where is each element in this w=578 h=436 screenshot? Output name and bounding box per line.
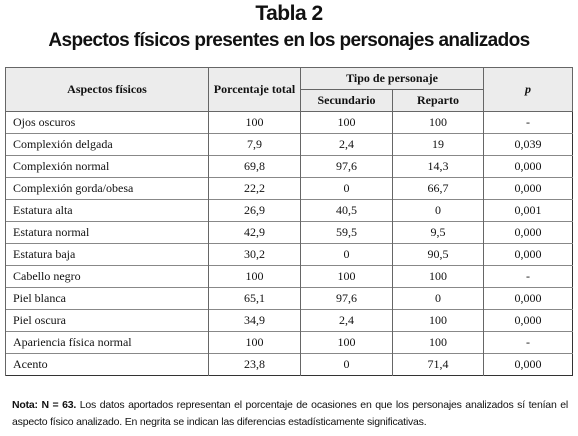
table-cell: 100	[391, 265, 484, 288]
table-cell: 23,8	[208, 353, 301, 376]
table-cell: 2,4	[300, 133, 393, 156]
table-cell: 100	[208, 111, 301, 134]
table-cell: 0,000	[483, 243, 573, 266]
table-row: Piel oscura 34,9 2,4 100 0,000	[5, 309, 573, 332]
table-cell: 0,000	[483, 309, 573, 332]
table-cell: 0,039	[483, 133, 573, 156]
table-cell: 100	[300, 331, 393, 354]
table-cell: 42,9	[208, 221, 301, 244]
subtitle: Aspectos físicos presentes en los person…	[48, 30, 530, 51]
table-cell: 26,9	[208, 199, 301, 222]
table-cell: 14,3	[391, 155, 484, 178]
table-cell: 0	[300, 243, 393, 266]
table-row: Estatura normal 42,9 59,5 9,5 0,000	[5, 221, 573, 244]
column-header: Porcentaje total	[208, 67, 301, 112]
table-cell: 0	[300, 353, 393, 376]
table-cell: 9,5	[391, 221, 484, 244]
column-header: p	[483, 67, 574, 112]
table-cell: 59,5	[300, 221, 393, 244]
table-cell: 71,4	[391, 353, 484, 376]
table-cell: 97,6	[300, 287, 393, 310]
table-cell: 19	[391, 133, 484, 156]
table-cell: 69,8	[208, 155, 301, 178]
subcolumn-header: Reparto	[391, 89, 485, 112]
note-text: Los datos aportados representan el porce…	[12, 399, 569, 428]
table-cell: 65,1	[208, 287, 301, 310]
table-cell: 34,9	[208, 309, 301, 332]
note-label: Nota: N = 63.	[12, 399, 77, 411]
table-row: Piel blanca 65,1 97,6 0 0,000	[5, 287, 573, 310]
column-header: Aspectos físicos	[5, 67, 209, 112]
title: Tabla 2	[255, 2, 323, 25]
column-header: Tipo de personaje	[299, 67, 485, 90]
table-cell: 2,4	[300, 309, 393, 332]
table-cell: 0,000	[483, 177, 573, 200]
table-cell: 97,6	[300, 155, 393, 178]
table-cell: Complexión normal	[5, 155, 209, 178]
table-cell: 0	[391, 287, 484, 310]
table-cell: Complexión gorda/obesa	[5, 177, 209, 200]
table-cell: 66,7	[391, 177, 484, 200]
table-cell: Ojos oscuros	[5, 111, 209, 134]
table-row: Complexión gorda/obesa 22,2 0 66,7 0,000	[5, 177, 573, 200]
table-cell: 100	[391, 309, 484, 332]
table-cell: 30,2	[208, 243, 301, 266]
table-cell: 0,000	[483, 155, 573, 178]
table-row: Cabello negro 100 100 100-	[5, 265, 573, 288]
table-cell: Estatura baja	[5, 243, 209, 266]
note: Nota: N = 63. Los datos aportados repres…	[12, 397, 568, 431]
table-row: Estatura baja 30,2 0 90,5 0,000	[5, 243, 573, 266]
table-cell: 0,000	[483, 221, 573, 244]
table-cell: -	[483, 111, 573, 134]
table-cell: Acento	[5, 353, 209, 376]
table-cell: Cabello negro	[5, 265, 209, 288]
table-cell: Apariencia física normal	[5, 331, 209, 354]
table-cell: 0,001	[483, 199, 573, 222]
data-table: Aspectos físicos Porcentaje total Tipo d…	[5, 67, 574, 376]
table-cell: -	[483, 265, 573, 288]
table-cell: 100	[300, 265, 393, 288]
table-cell: 22,2	[208, 177, 301, 200]
table-cell: 100	[391, 331, 484, 354]
table-row: Complexión normal 69,8 97,6 14,3 0,000	[5, 155, 573, 178]
table-cell: -	[483, 331, 573, 354]
table-cell: Piel blanca	[5, 287, 209, 310]
table-row: Complexión delgada 7,9 2,4 19 0,039	[5, 133, 573, 156]
table-row: Acento 23,8 0 71,4 0,000	[5, 353, 573, 376]
table-body: Ojos oscuros 100 100 100- Complexión delgada…	[5, 111, 573, 376]
table-cell: 0	[391, 199, 484, 222]
table-cell: Piel oscura	[5, 309, 209, 332]
table-cell: Complexión delgada	[5, 133, 209, 156]
table-row: Apariencia física normal 100 100 100-	[5, 331, 573, 354]
subcolumn-header: Secundario	[300, 89, 393, 112]
table-cell: 100	[208, 265, 301, 288]
table-row: Estatura alta 26,9 40,5 0 0,001	[5, 199, 573, 222]
table-cell: 100	[391, 111, 484, 134]
table-cell: 100	[300, 111, 393, 134]
table-cell: Estatura normal	[5, 221, 209, 244]
table-cell: Estatura alta	[5, 199, 209, 222]
table-row: Ojos oscuros 100 100 100-	[5, 111, 573, 134]
table-cell: 0,000	[483, 353, 573, 376]
table-cell: 40,5	[300, 199, 393, 222]
table-cell: 0,000	[483, 287, 573, 310]
table-cell: 90,5	[391, 243, 484, 266]
table-cell: 7,9	[208, 133, 301, 156]
table-cell: 100	[208, 331, 301, 354]
table-cell: 0	[300, 177, 393, 200]
